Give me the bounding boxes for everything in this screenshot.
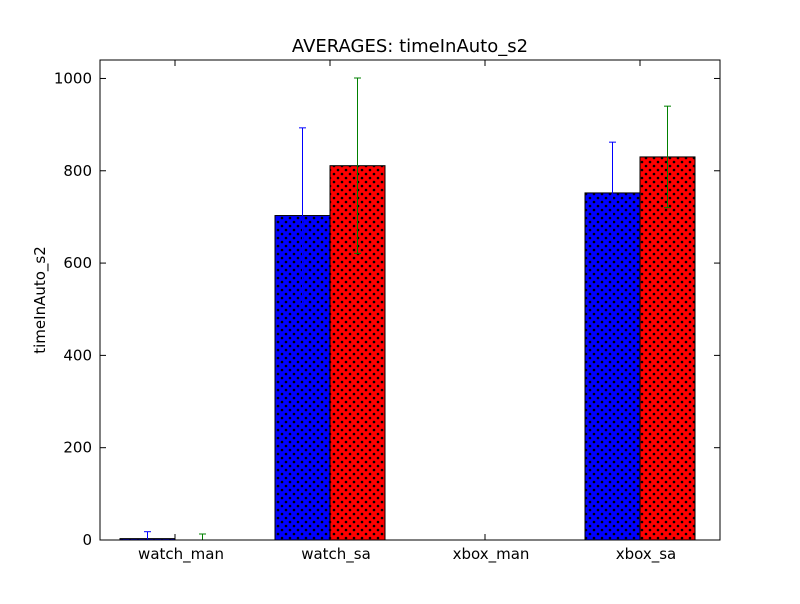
y-tick-label-800: 800 (63, 162, 92, 180)
chart-title: AVERAGES: timeInAuto_s2 (292, 36, 528, 57)
x-tick-label-xbox_sa: xbox_sa (616, 545, 677, 564)
y-tick-label-1000: 1000 (54, 69, 92, 87)
x-tick-label-watch_sa: watch_sa (301, 545, 371, 564)
x-tick-label-xbox_man: xbox_man (453, 545, 530, 564)
y-tick-label-0: 0 (82, 531, 92, 549)
y-tick-label-400: 400 (63, 346, 92, 364)
y-tick-label-600: 600 (63, 254, 92, 272)
axes-frame (99, 59, 721, 541)
bar-xbox_sa-series-1 (584, 192, 641, 541)
x-tick-label-watch_man: watch_man (138, 545, 224, 564)
plot-area: 0 200 400 600 800 1000 watch_man watch_sa xbox_m… (54, 59, 721, 564)
bar-xbox_sa-series-2 (639, 156, 696, 541)
y-axis-label: timeInAuto_s2 (31, 246, 50, 354)
y-tick-label-200: 200 (63, 439, 92, 457)
